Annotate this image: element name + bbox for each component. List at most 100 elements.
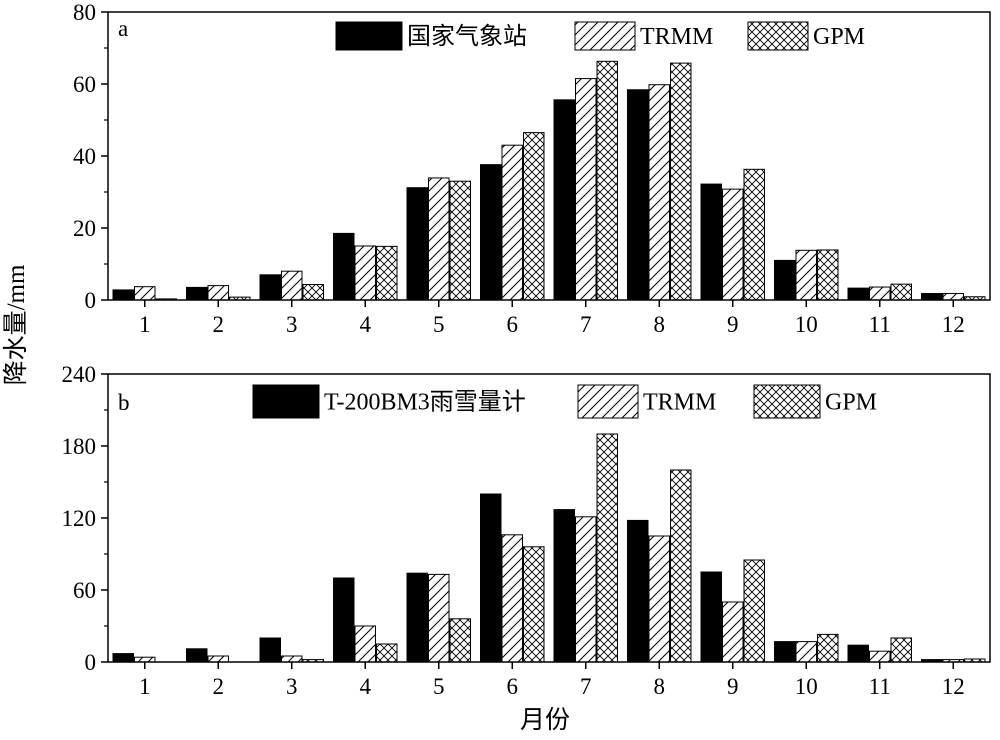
legend-swatch-b-2	[577, 384, 639, 419]
bar-a-s1-m5	[406, 187, 428, 301]
x-tick-label-b: 2	[213, 674, 225, 699]
bar-b-s2-m4	[354, 625, 376, 663]
x-tick-label-a: 7	[580, 312, 592, 337]
x-tick-label-a: 2	[213, 312, 225, 337]
bar-a-s3-m3	[302, 284, 324, 301]
x-tick-label-a: 10	[795, 312, 818, 337]
bar-a-s2-m8	[648, 84, 670, 301]
bar-a-s1-m9	[700, 183, 722, 301]
y-tick-label-a: 80	[73, 0, 96, 25]
x-axis-title: 月份	[520, 706, 570, 734]
bar-b-s1-m1	[112, 653, 134, 663]
plot-frame-a	[107, 11, 991, 301]
y-tick-label-b: 120	[62, 506, 97, 531]
y-tick-label-a: 0	[85, 288, 97, 313]
x-tick-label-b: 6	[507, 674, 519, 699]
bar-b-s2-m3	[281, 655, 303, 663]
bar-b-s3-m7	[596, 433, 618, 663]
bar-b-s2-m10	[795, 641, 817, 663]
bar-a-s2-m11	[869, 286, 891, 301]
bar-a-s1-m1	[112, 289, 134, 301]
legend-swatch-a-3	[747, 21, 809, 51]
x-tick-label-b: 5	[433, 674, 445, 699]
bar-a-s1-m10	[774, 259, 796, 301]
legend-label-a-1: 国家气象站	[407, 23, 527, 50]
x-tick-label-a: 3	[286, 312, 298, 337]
y-tick-label-b: 0	[85, 650, 97, 675]
bar-a-s2-m9	[722, 188, 744, 301]
bar-b-s1-m8	[627, 519, 649, 663]
y-tick-label-b: 180	[62, 434, 97, 459]
bar-a-s2-m5	[428, 177, 450, 301]
x-tick-label-b: 11	[869, 674, 891, 699]
bar-a-s2-m2	[207, 285, 229, 301]
bar-b-s2-m7	[575, 516, 597, 663]
bar-b-s1-m2	[186, 648, 208, 663]
bar-a-s2-m7	[575, 78, 597, 301]
x-tick-label-b: 10	[795, 674, 818, 699]
bar-a-s1-m2	[186, 286, 208, 301]
x-tick-label-a: 1	[139, 312, 151, 337]
bar-a-s2-m6	[501, 144, 523, 301]
bar-a-s1-m7	[553, 99, 575, 301]
bar-b-s1-m4	[333, 577, 355, 663]
bar-b-s3-m11	[890, 637, 912, 663]
x-tick-label-a: 4	[360, 312, 372, 337]
bar-a-s3-m7	[596, 60, 618, 301]
bar-b-s2-m8	[648, 535, 670, 663]
bar-b-s2-m5	[428, 573, 450, 663]
bar-a-s2-m3	[281, 270, 303, 301]
legend-swatch-b-3	[753, 384, 821, 419]
y-tick-label-a: 40	[73, 144, 96, 169]
x-tick-label-b: 3	[286, 674, 298, 699]
x-tick-label-a: 9	[727, 312, 739, 337]
bar-a-s3-m9	[743, 168, 765, 301]
y-tick-label-b: 60	[73, 578, 96, 603]
bar-a-s3-m11	[890, 283, 912, 301]
bar-b-s1-m11	[847, 644, 869, 663]
bar-b-s2-m6	[501, 534, 523, 663]
legend-swatch-a-1	[335, 21, 403, 51]
bar-b-s1-m7	[553, 509, 575, 663]
bar-a-s2-m1	[134, 286, 156, 301]
panel-b-label: b	[118, 390, 130, 415]
x-tick-label-b: 8	[654, 674, 666, 699]
bar-a-s1-m4	[333, 232, 355, 301]
x-tick-label-a: 11	[869, 312, 891, 337]
legend-label-a-2: TRMM	[640, 24, 713, 50]
bar-b-s2-m2	[207, 655, 229, 663]
bar-b-s3-m6	[523, 546, 545, 663]
plot-frame-b	[107, 373, 991, 663]
bar-b-s1-m3	[259, 637, 281, 663]
bar-a-s3-m6	[523, 132, 545, 301]
y-tick-label-b: 240	[62, 362, 97, 387]
bar-a-s1-m8	[627, 89, 649, 301]
bar-b-s1-m5	[406, 572, 428, 663]
bar-b-s3-m5	[449, 618, 471, 663]
panel-b-bars	[112, 433, 986, 663]
bar-a-s2-m12	[942, 293, 964, 301]
x-tick-label-a: 5	[433, 312, 445, 337]
bar-b-s1-m10	[774, 641, 796, 663]
bar-a-s1-m12	[921, 293, 943, 301]
bar-a-s3-m5	[449, 180, 471, 301]
x-tick-label-b: 12	[942, 674, 965, 699]
bar-b-s3-m10	[817, 633, 839, 663]
x-tick-label-a: 8	[654, 312, 666, 337]
bar-a-s3-m10	[817, 249, 839, 301]
x-tick-label-a: 6	[507, 312, 519, 337]
legend-label-b-1: T-200BM3雨雪量计	[324, 389, 526, 416]
bar-b-s1-m6	[480, 493, 502, 663]
bar-a-s1-m11	[847, 287, 869, 301]
bar-b-s2-m9	[722, 601, 744, 663]
bar-a-s2-m10	[795, 249, 817, 301]
bar-a-s2-m4	[354, 245, 376, 301]
legend-swatch-b-1	[252, 384, 320, 419]
bar-b-s3-m8	[670, 469, 692, 663]
bar-a-s3-m8	[670, 62, 692, 301]
